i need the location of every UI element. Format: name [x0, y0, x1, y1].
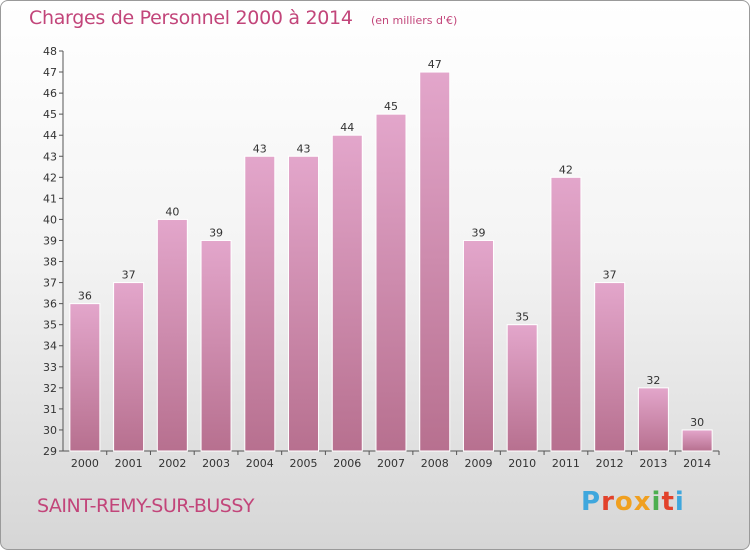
bar-2005[interactable]: [288, 155, 320, 452]
x-tick-label: 2009: [464, 457, 492, 470]
bar-2009[interactable]: [462, 239, 494, 452]
data-label-2007: 45: [384, 100, 398, 113]
data-label-2003: 39: [209, 226, 223, 239]
y-tick-label: 45: [43, 108, 57, 121]
bar-2003[interactable]: [200, 239, 232, 452]
data-label-2004: 43: [253, 142, 267, 155]
bar-2013[interactable]: [637, 387, 669, 452]
y-tick-label: 37: [43, 277, 57, 290]
y-tick-label: 42: [43, 171, 57, 184]
y-tick-label: 36: [43, 298, 57, 311]
y-tick-label: 40: [43, 213, 57, 226]
bar-2010[interactable]: [506, 324, 538, 452]
data-label-2012: 37: [603, 269, 617, 282]
y-tick-label: 38: [43, 256, 57, 269]
proxiti-logo[interactable]: Proxiti: [581, 487, 685, 517]
x-tick-label: 2010: [508, 457, 536, 470]
data-label-2008: 47: [428, 58, 442, 71]
bar-2004[interactable]: [244, 155, 276, 452]
y-tick-label: 41: [43, 192, 57, 205]
x-tick-label: 2000: [71, 457, 99, 470]
data-label-2005: 43: [297, 142, 311, 155]
y-tick-label: 44: [43, 129, 57, 142]
bar-2008[interactable]: [419, 71, 451, 452]
data-label-2006: 44: [340, 121, 354, 134]
data-label-2009: 39: [471, 226, 485, 239]
data-label-2014: 30: [690, 416, 704, 429]
logo-letter: t: [661, 487, 675, 517]
data-label-2002: 40: [165, 205, 179, 218]
data-label-2001: 37: [122, 269, 136, 282]
y-tick-label: 35: [43, 319, 57, 332]
x-tick-label: 2007: [377, 457, 405, 470]
x-tick-label: 2001: [115, 457, 143, 470]
bar-2000[interactable]: [69, 303, 101, 452]
y-tick-label: 48: [43, 45, 57, 58]
y-tick-label: 29: [43, 445, 57, 458]
logo-letter: i: [674, 487, 685, 517]
bar-2002[interactable]: [156, 218, 188, 452]
x-tick-label: 2013: [639, 457, 667, 470]
chart-subtitle: (en milliers d'€): [371, 14, 458, 27]
x-tick-label: 2005: [290, 457, 318, 470]
y-tick-label: 31: [43, 403, 57, 416]
logo-letter: o: [614, 487, 634, 517]
data-label-2000: 36: [78, 290, 92, 303]
logo-letter: r: [601, 487, 615, 517]
bars: 36 37 40 39 43 43 44 45 47 39 35 42 37 32 30: [69, 58, 713, 452]
data-label-2010: 35: [515, 311, 529, 324]
y-tick-label: 34: [43, 340, 57, 353]
y-axis: 29 30 31 32 33 34 35 36 37 38 39 40 41 42 43 44 45 46 47 48: [43, 45, 64, 458]
x-axis: 2000 2001 2002 2003 2004 2005 2006 2007 2008 2009…: [63, 450, 720, 470]
x-tick-label: 2011: [552, 457, 580, 470]
x-tick-label: 2002: [158, 457, 186, 470]
y-tick-label: 39: [43, 234, 57, 247]
y-tick-label: 46: [43, 87, 57, 100]
commune-name: SAINT-REMY-SUR-BUSSY: [37, 495, 255, 517]
x-tick-label: 2014: [683, 457, 711, 470]
bar-2012[interactable]: [594, 282, 626, 452]
bar-2011[interactable]: [550, 176, 582, 452]
x-tick-label: 2006: [333, 457, 361, 470]
logo-letter: i: [651, 487, 662, 517]
data-label-2013: 32: [646, 374, 660, 387]
y-tick-label: 30: [43, 424, 57, 437]
bar-2006[interactable]: [331, 134, 363, 452]
x-tick-label: 2003: [202, 457, 230, 470]
data-label-2011: 42: [559, 163, 573, 176]
x-tick-label: 2004: [246, 457, 274, 470]
bar-2001[interactable]: [113, 282, 145, 452]
bar-2014[interactable]: [681, 429, 713, 452]
x-tick-label: 2012: [596, 457, 624, 470]
bar-2007[interactable]: [375, 113, 407, 452]
y-tick-label: 32: [43, 382, 57, 395]
y-tick-label: 33: [43, 361, 57, 374]
y-tick-label: 47: [43, 66, 57, 79]
logo-letter: P: [581, 487, 602, 517]
y-tick-label: 43: [43, 150, 57, 163]
chart-title: Charges de Personnel 2000 à 2014: [29, 7, 353, 29]
logo-letter: x: [633, 487, 652, 517]
x-tick-label: 2008: [421, 457, 449, 470]
